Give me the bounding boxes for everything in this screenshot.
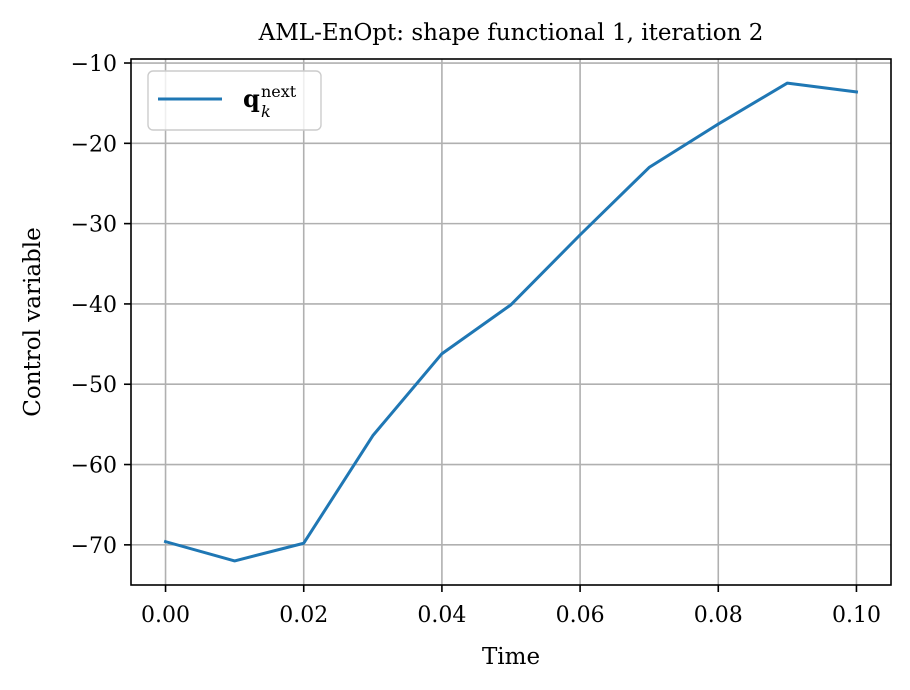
y-tick-label: −60 xyxy=(71,454,117,479)
x-tick-label: 0.00 xyxy=(141,603,190,628)
y-tick-label: −40 xyxy=(71,293,117,318)
legend-entry-main: q xyxy=(243,84,260,113)
series-layer xyxy=(163,81,859,563)
legend-entry: q next k xyxy=(243,74,305,121)
y-tick-label: −20 xyxy=(71,132,117,157)
x-tick-label: 0.04 xyxy=(417,603,466,628)
x-axis-label: Time xyxy=(482,644,540,670)
ticks: 0.00 0.02 0.04 0.06 0.08 0.10 −70 −60 −50 −40 −30 −… xyxy=(71,52,881,628)
y-tick-label: −50 xyxy=(71,373,117,398)
x-tick-label: 0.06 xyxy=(556,603,605,628)
chart-title: AML-EnOpt: shape functional 1, iteration… xyxy=(258,20,764,46)
legend: q next k xyxy=(147,70,322,131)
series-line xyxy=(163,81,859,563)
x-tick-label: 0.10 xyxy=(832,603,881,628)
y-tick-label: −30 xyxy=(71,213,117,238)
x-tick-label: 0.02 xyxy=(279,603,328,628)
y-axis-label: Control variable xyxy=(20,227,46,416)
y-tick-label: −10 xyxy=(71,52,117,77)
legend-entry-subscript: k xyxy=(261,102,271,121)
legend-entry-superscript: next xyxy=(261,82,297,101)
legend-box xyxy=(147,70,322,131)
x-tick-label: 0.08 xyxy=(694,603,743,628)
grid xyxy=(131,59,891,585)
y-tick-label: −70 xyxy=(71,534,117,559)
plot-area-frame xyxy=(130,58,892,586)
